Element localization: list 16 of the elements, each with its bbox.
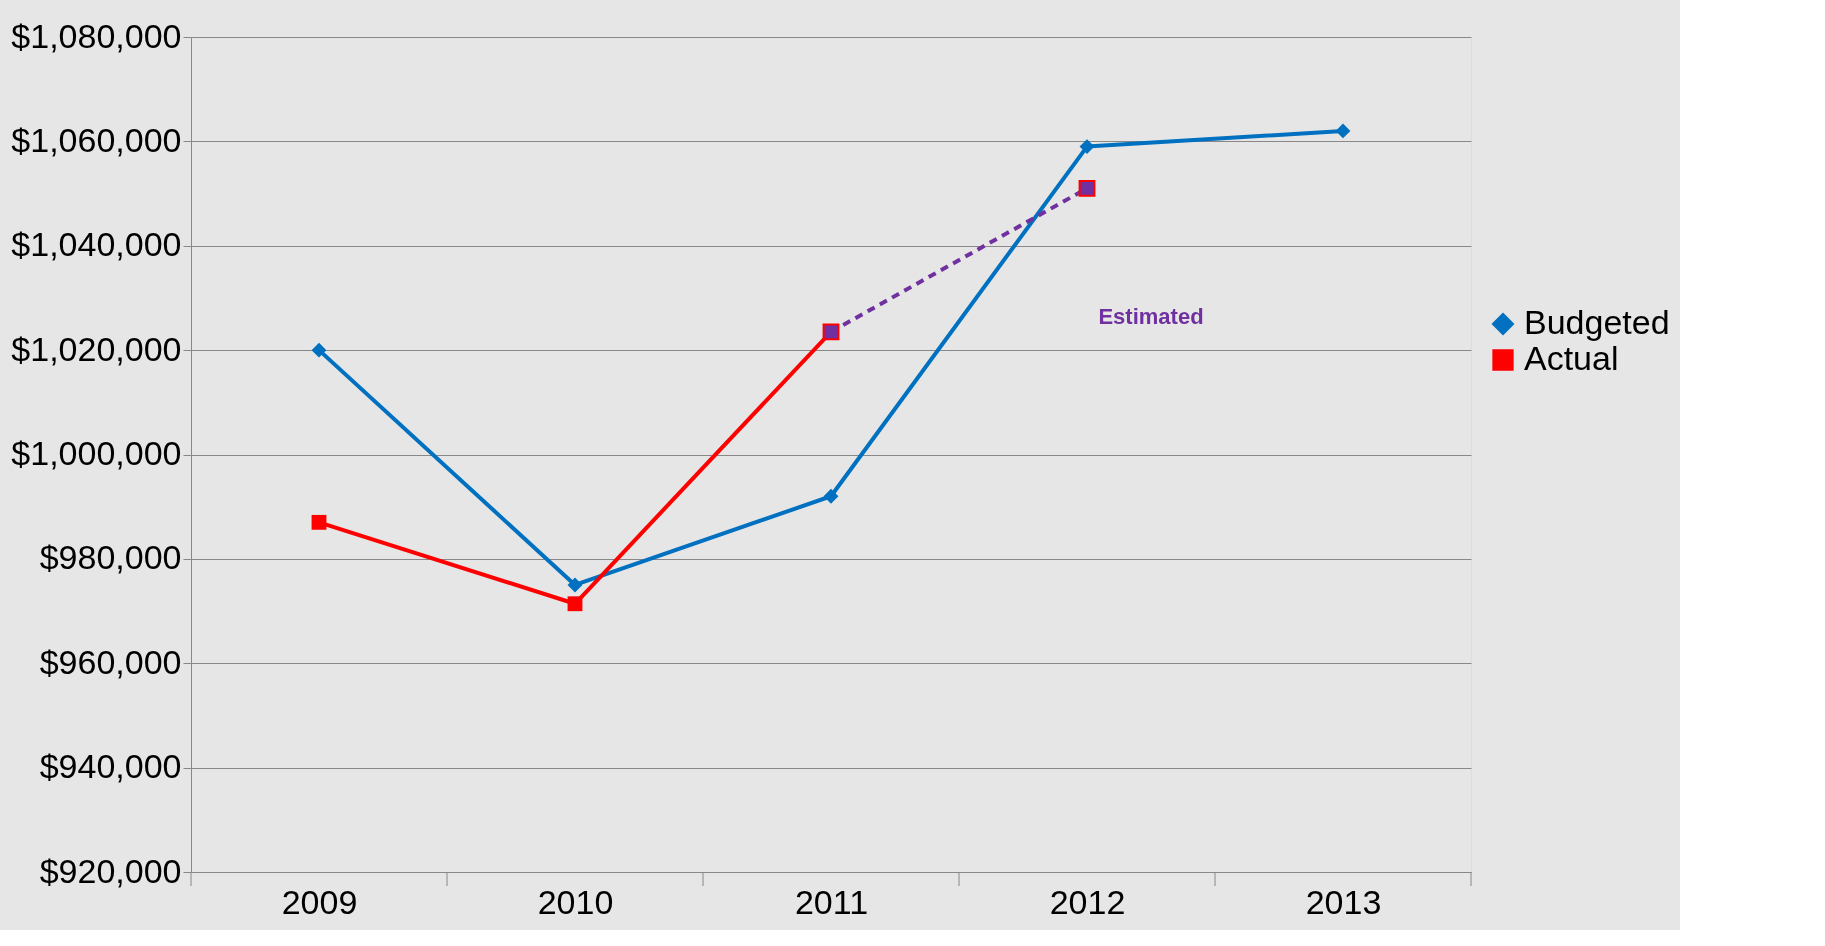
annotation: Estimated (1098, 304, 1204, 329)
x-tick-label: 2011 (794, 882, 869, 921)
x-tick-label: 2009 (281, 882, 358, 921)
x-tick-label: 2010 (537, 882, 614, 921)
y-tick-label: $940,000 (39, 747, 182, 786)
y-tick-label: $1,040,000 (11, 225, 182, 264)
y-tick-label: $1,080,000 (11, 16, 182, 55)
x-tick-label: 2012 (1049, 882, 1126, 921)
y-tick-label: $1,020,000 (11, 329, 182, 368)
x-tick-label: 2013 (1305, 882, 1382, 921)
y-tick-label: $920,000 (39, 851, 182, 890)
y-tick-label: $1,060,000 (11, 120, 182, 159)
legend-label: Budgeted (1524, 303, 1670, 341)
y-tick-label: $980,000 (39, 538, 182, 577)
y-tick-label: $960,000 (39, 642, 182, 681)
y-tick-label: $1,000,000 (11, 434, 182, 472)
